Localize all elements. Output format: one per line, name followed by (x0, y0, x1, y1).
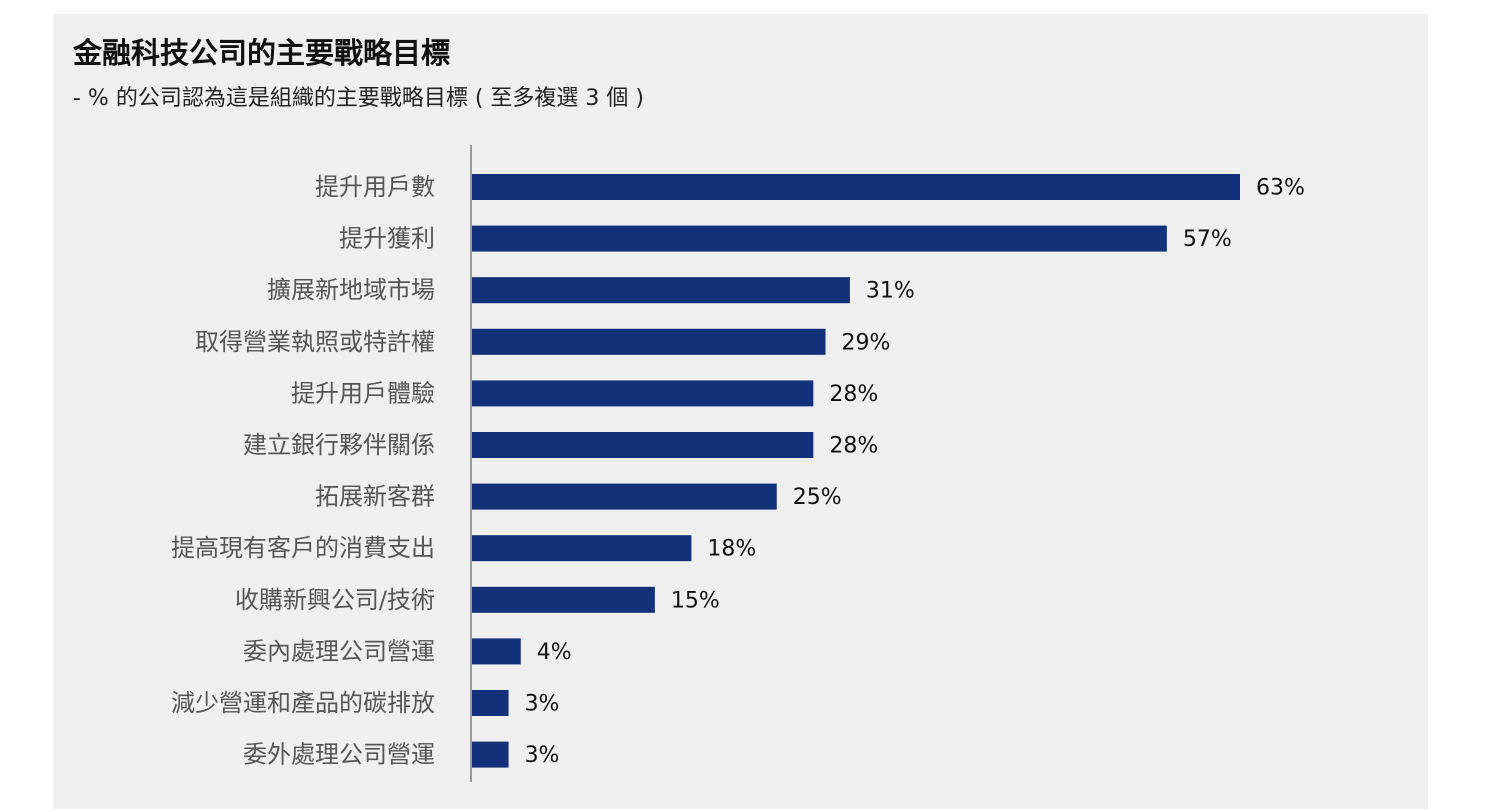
value-label: 57% (1183, 227, 1232, 252)
value-label: 18% (707, 537, 756, 562)
category-label: 擴展新地域市場 (267, 276, 435, 304)
bar (472, 690, 509, 716)
bar (472, 638, 521, 665)
category-label: 提高現有客戶的消費支出 (171, 534, 435, 562)
category-label: 委外處理公司營運 (243, 741, 435, 769)
bar (472, 277, 850, 304)
value-label: 28% (829, 434, 878, 459)
category-label: 委內處理公司營運 (243, 637, 435, 665)
value-label: 3% (525, 692, 560, 717)
bar (472, 225, 1167, 252)
category-label: 收購新興公司/技術 (235, 586, 435, 614)
bars-group: 提升用戶數 63% 提升獲利 57% 擴展新地域市場 31% 取得營業執照或特許權 29% 提升… (171, 173, 1305, 769)
bar (472, 586, 655, 613)
bar (472, 380, 814, 407)
value-label: 4% (537, 640, 572, 665)
bar (472, 535, 692, 562)
category-label: 減少營運和產品的碳排放 (171, 689, 435, 717)
category-label: 建立銀行夥伴關係 (243, 431, 435, 459)
value-label: 28% (829, 382, 878, 407)
bar (472, 483, 777, 510)
category-label: 拓展新客群 (315, 483, 435, 511)
value-label: 3% (525, 743, 560, 768)
category-label: 提升用戶體驗 (291, 379, 435, 407)
value-label: 29% (842, 330, 891, 355)
chart-panel: 金融科技公司的主要戰略目標 - % 的公司認為這是組織的主要戰略目標 ( 至多複… (53, 14, 1428, 809)
chart-title: 金融科技公司的主要戰略目標 (73, 36, 451, 70)
category-label: 提升獲利 (339, 225, 435, 253)
bar (472, 432, 814, 458)
bar (472, 328, 826, 355)
value-label: 63% (1256, 176, 1305, 201)
value-label: 31% (866, 279, 915, 304)
category-label: 取得營業執照或特許權 (195, 328, 435, 356)
category-label: 提升用戶數 (315, 173, 435, 201)
bar (472, 174, 1240, 200)
bar (472, 741, 509, 768)
bar-chart-plot: 提升用戶數 63% 提升獲利 57% 擴展新地域市場 31% 取得營業執照或特許權 29% 提升… (171, 145, 1305, 782)
value-label: 25% (793, 485, 842, 510)
chart-subtitle: - % 的公司認為這是組織的主要戰略目標 ( 至多複選 3 個 ) (73, 86, 644, 111)
value-label: 15% (671, 588, 720, 613)
